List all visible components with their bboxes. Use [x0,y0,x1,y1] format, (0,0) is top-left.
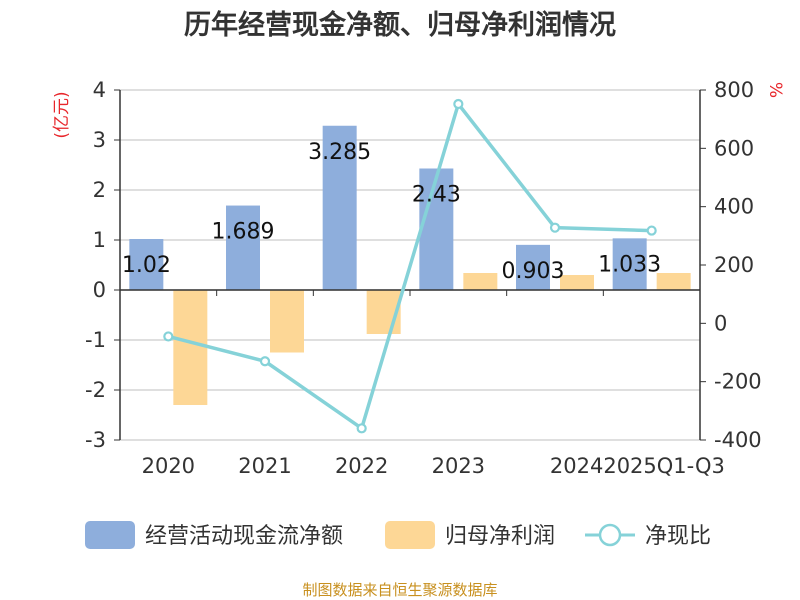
legend-label-ratio: 净现比 [645,524,711,549]
left-tick-label: -2 [85,378,106,402]
source-note: 制图数据来自恒生聚源数据库 [302,581,497,599]
right-axis-unit: % [765,82,785,98]
data-labels: 1.02 1.689 3.285 2.43 0.903 1.033 [122,140,661,284]
legend-label-cashflow: 经营活动现金流净额 [145,524,343,549]
left-tick-label: -3 [85,428,106,452]
net-profit-bar [173,290,208,405]
right-tick-label: 400 [714,195,754,219]
left-tick-label: 0 [93,278,106,302]
right-tick-label: -200 [714,370,762,394]
ratio-point [259,356,271,367]
ratio-point [163,331,174,342]
x-tick-label: 2025Q1-Q3 [603,454,725,478]
cashflow-bar [612,238,647,290]
cashflow-bar [516,244,550,290]
right-tick-label: 800 [714,78,754,102]
cashflow-bar [129,239,164,290]
left-tick-label: 3 [93,128,106,152]
cashflow-data-label: 1.02 [122,253,171,278]
x-tick-label: 2021 [238,454,291,478]
legend-swatch-net-profit [385,521,435,549]
axes: 4 3 2 1 0 -1 -2 -3 800 600 400 200 0 -200 -400 2020 2021… [85,78,762,478]
right-tick-label: 200 [714,253,754,277]
left-tick-label: 4 [93,78,106,102]
bars [129,125,691,405]
x-tick-label: 2020 [142,454,195,478]
right-tick-label: 600 [714,136,754,160]
legend-label-net-profit: 归母净利润 [445,524,555,549]
cashflow-data-label: 0.903 [502,259,565,284]
left-tick-label: 1 [93,228,106,252]
right-tick-label: -400 [714,428,762,452]
x-tick-label: 2023 [432,454,485,478]
cashflow-data-label: 1.033 [598,252,661,277]
ratio-point [453,98,464,110]
ratio-line-path [167,102,652,431]
ratio-point [356,423,367,434]
net-profit-bar [560,275,594,290]
cashflow-data-label: 2.43 [412,183,461,208]
left-axis-unit: (亿元) [52,91,72,138]
legend: 经营活动现金流净额 归母净利润 净现比 [85,521,711,549]
cashflow-bar [226,205,260,290]
legend-marker-ratio [598,523,622,547]
left-tick-label: -1 [85,328,106,352]
cashflow-bar [419,168,454,290]
ratio-line [163,98,657,434]
cashflow-bar [322,125,357,290]
chart-title: 历年经营现金净额、归母净利润情况 [184,9,616,41]
right-tick-label: 0 [714,311,727,335]
cashflow-data-label: 1.689 [212,220,275,245]
net-profit-bar [463,273,498,290]
left-tick-label: 2 [93,178,106,202]
ratio-point [646,225,657,236]
net-profit-bar [270,290,304,353]
net-profit-bar [656,273,691,290]
x-tick-label: 2022 [335,454,388,478]
x-tick-label: 2024 [550,454,603,478]
ratio-point [549,222,561,233]
legend-swatch-cashflow [85,521,135,549]
cashflow-data-label: 3.285 [308,140,371,165]
